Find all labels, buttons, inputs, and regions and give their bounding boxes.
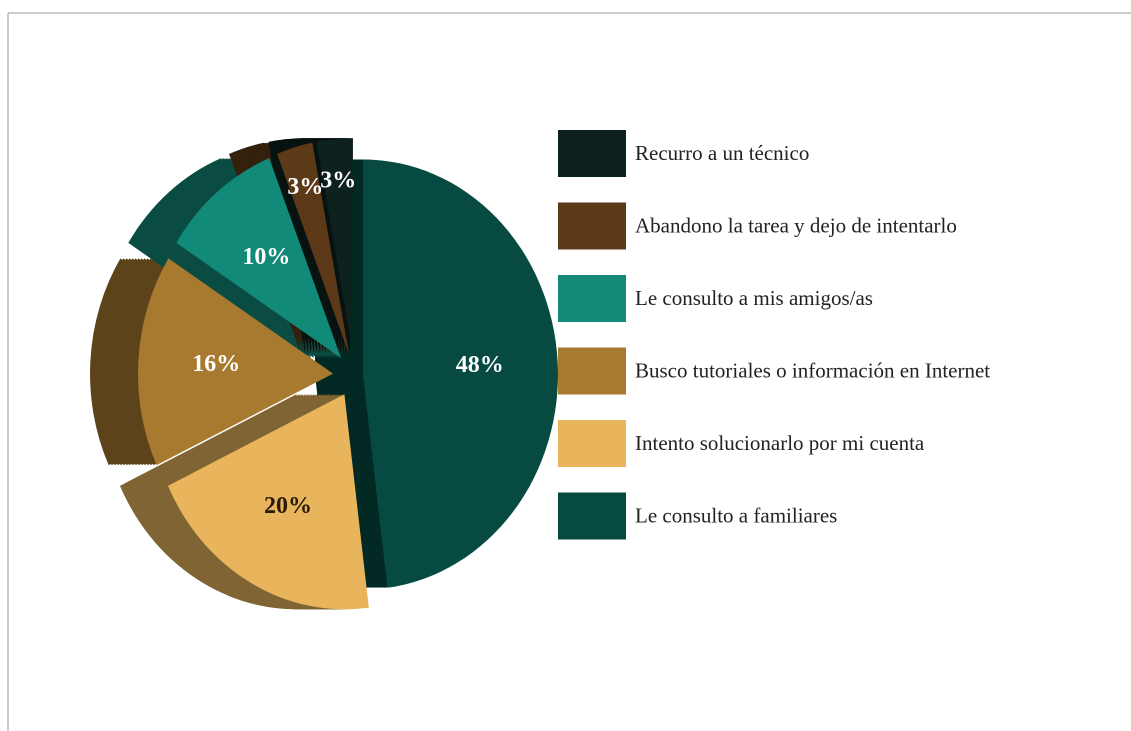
slice — [316, 138, 353, 354]
data-label: 10% — [242, 244, 290, 270]
legend-label: Busco tutoriales o información en Intern… — [635, 358, 990, 382]
data-label: 3% — [287, 174, 323, 200]
legend-swatch — [558, 492, 626, 540]
slice — [138, 258, 334, 466]
legend-label: Recurro a un técnico — [635, 141, 809, 165]
data-label: 20% — [264, 493, 312, 519]
legend-label: Le consulto a familiares — [635, 503, 837, 527]
legend-swatch — [558, 347, 626, 395]
legend-swatch — [558, 130, 626, 177]
slice — [362, 159, 558, 588]
data-label: 3% — [320, 167, 356, 193]
slice — [167, 394, 369, 610]
legend-swatch — [558, 202, 626, 250]
data-label: 48% — [456, 352, 504, 378]
slice — [277, 142, 349, 354]
data-label: 16% — [192, 351, 240, 377]
legend-label: Le consulto a mis amigos/as — [635, 286, 873, 310]
legend-swatch — [558, 275, 626, 322]
legend-swatch — [558, 420, 626, 467]
slice — [176, 158, 341, 359]
legend-label: Abandono la tarea y dejo de intentarlo — [635, 213, 957, 237]
legend-label: Intento solucionarlo por mi cuenta — [635, 431, 925, 455]
